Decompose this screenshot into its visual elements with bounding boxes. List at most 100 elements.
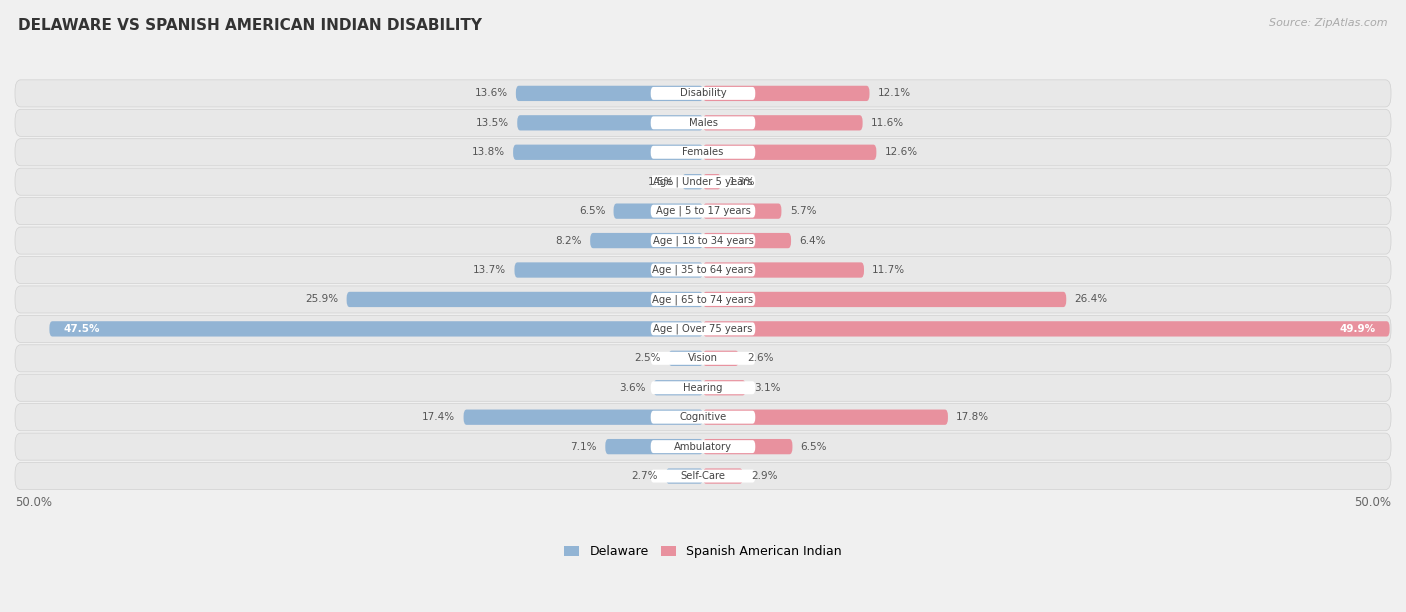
FancyBboxPatch shape [651,411,755,424]
Text: Age | 5 to 17 years: Age | 5 to 17 years [655,206,751,217]
Text: 12.1%: 12.1% [877,88,911,99]
FancyBboxPatch shape [703,144,876,160]
FancyBboxPatch shape [703,380,745,395]
Text: 1.3%: 1.3% [730,177,755,187]
FancyBboxPatch shape [651,293,755,306]
Text: Hearing: Hearing [683,382,723,393]
FancyBboxPatch shape [703,292,1066,307]
Text: Ambulatory: Ambulatory [673,442,733,452]
Text: 17.8%: 17.8% [956,412,990,422]
FancyBboxPatch shape [15,286,1391,313]
Text: Cognitive: Cognitive [679,412,727,422]
Text: Vision: Vision [688,353,718,364]
FancyBboxPatch shape [591,233,703,248]
FancyBboxPatch shape [517,115,703,130]
Text: Age | 65 to 74 years: Age | 65 to 74 years [652,294,754,305]
FancyBboxPatch shape [703,233,792,248]
Text: 13.6%: 13.6% [474,88,508,99]
FancyBboxPatch shape [703,468,742,483]
FancyBboxPatch shape [651,381,755,394]
Text: Disability: Disability [679,88,727,99]
FancyBboxPatch shape [651,323,755,335]
FancyBboxPatch shape [15,315,1391,343]
Text: Self-Care: Self-Care [681,471,725,481]
FancyBboxPatch shape [15,139,1391,166]
FancyBboxPatch shape [464,409,703,425]
FancyBboxPatch shape [347,292,703,307]
Text: Males: Males [689,118,717,128]
FancyBboxPatch shape [703,321,1389,337]
FancyBboxPatch shape [513,144,703,160]
FancyBboxPatch shape [15,433,1391,460]
Text: 5.7%: 5.7% [790,206,817,216]
FancyBboxPatch shape [703,409,948,425]
Text: Source: ZipAtlas.com: Source: ZipAtlas.com [1270,18,1388,28]
Text: 2.5%: 2.5% [634,353,661,364]
FancyBboxPatch shape [49,321,703,337]
Text: 2.7%: 2.7% [631,471,658,481]
Text: 6.5%: 6.5% [579,206,606,216]
Text: 2.9%: 2.9% [751,471,778,481]
Text: Age | Under 5 years: Age | Under 5 years [654,176,752,187]
FancyBboxPatch shape [703,115,863,130]
Text: 13.8%: 13.8% [472,147,505,157]
FancyBboxPatch shape [651,204,755,218]
FancyBboxPatch shape [703,263,865,278]
FancyBboxPatch shape [703,351,738,366]
Text: Females: Females [682,147,724,157]
FancyBboxPatch shape [15,345,1391,372]
Legend: Delaware, Spanish American Indian: Delaware, Spanish American Indian [560,540,846,563]
FancyBboxPatch shape [682,174,703,189]
Text: 11.6%: 11.6% [870,118,904,128]
FancyBboxPatch shape [651,116,755,129]
Text: DELAWARE VS SPANISH AMERICAN INDIAN DISABILITY: DELAWARE VS SPANISH AMERICAN INDIAN DISA… [18,18,482,34]
FancyBboxPatch shape [651,352,755,365]
FancyBboxPatch shape [703,203,782,219]
Text: 3.1%: 3.1% [754,382,780,393]
Text: 2.6%: 2.6% [747,353,773,364]
FancyBboxPatch shape [606,439,703,454]
FancyBboxPatch shape [669,351,703,366]
FancyBboxPatch shape [703,174,721,189]
FancyBboxPatch shape [613,203,703,219]
FancyBboxPatch shape [15,374,1391,401]
FancyBboxPatch shape [15,463,1391,490]
Text: 49.9%: 49.9% [1340,324,1376,334]
Text: 1.5%: 1.5% [648,177,673,187]
Text: 25.9%: 25.9% [305,294,339,304]
Text: 47.5%: 47.5% [63,324,100,334]
FancyBboxPatch shape [15,198,1391,225]
Text: Age | 18 to 34 years: Age | 18 to 34 years [652,236,754,246]
FancyBboxPatch shape [703,439,793,454]
Text: 13.5%: 13.5% [475,118,509,128]
FancyBboxPatch shape [15,80,1391,107]
Text: 8.2%: 8.2% [555,236,582,245]
FancyBboxPatch shape [516,86,703,101]
FancyBboxPatch shape [651,146,755,159]
Text: 26.4%: 26.4% [1074,294,1108,304]
FancyBboxPatch shape [651,175,755,188]
Text: 11.7%: 11.7% [872,265,905,275]
FancyBboxPatch shape [15,404,1391,431]
Text: 50.0%: 50.0% [15,496,52,509]
FancyBboxPatch shape [651,440,755,453]
FancyBboxPatch shape [15,227,1391,254]
Text: 3.6%: 3.6% [619,382,645,393]
Text: 13.7%: 13.7% [472,265,506,275]
Text: 7.1%: 7.1% [571,442,598,452]
FancyBboxPatch shape [651,87,755,100]
FancyBboxPatch shape [515,263,703,278]
FancyBboxPatch shape [651,469,755,482]
FancyBboxPatch shape [703,86,869,101]
FancyBboxPatch shape [651,234,755,247]
Text: Age | Over 75 years: Age | Over 75 years [654,324,752,334]
Text: Age | 35 to 64 years: Age | 35 to 64 years [652,265,754,275]
Text: 6.5%: 6.5% [800,442,827,452]
Text: 50.0%: 50.0% [1354,496,1391,509]
FancyBboxPatch shape [15,168,1391,195]
FancyBboxPatch shape [15,256,1391,283]
FancyBboxPatch shape [651,264,755,277]
Text: 12.6%: 12.6% [884,147,918,157]
FancyBboxPatch shape [15,110,1391,136]
Text: 6.4%: 6.4% [800,236,825,245]
